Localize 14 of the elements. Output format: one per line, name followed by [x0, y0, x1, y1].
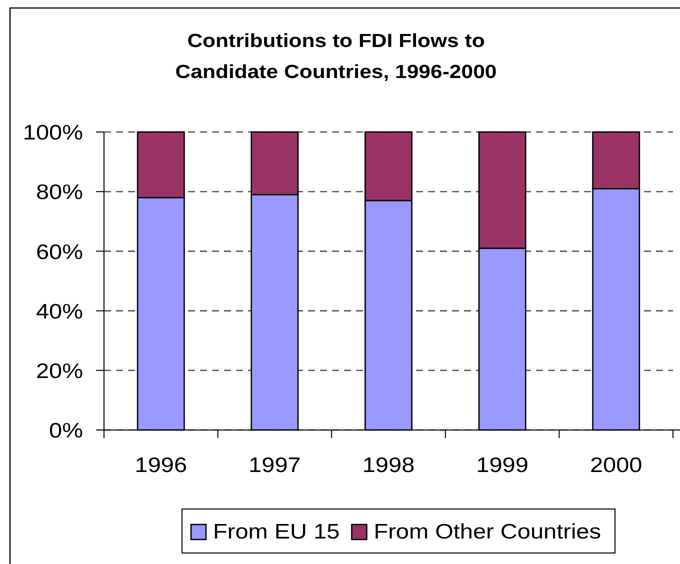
y-tick-label: 0% [49, 418, 84, 442]
legend-label: From EU 15 [213, 520, 340, 544]
chart-title: Contributions to FDI Flows to Candidate Countries, 1996-2000 [175, 30, 497, 83]
x-tick-label: 1998 [362, 453, 415, 477]
y-tick-label: 20% [36, 359, 84, 383]
y-tick-label: 100% [22, 120, 84, 144]
legend-label: From Other Countries [374, 520, 601, 544]
y-tick-label: 80% [36, 180, 84, 204]
x-tick-label: 1999 [476, 453, 528, 477]
x-tick-label: 1996 [134, 453, 188, 477]
y-tick-label: 40% [36, 300, 84, 324]
x-tick-label: 2000 [590, 453, 642, 477]
y-tick-label: 60% [36, 240, 84, 264]
x-tick-label: 1997 [248, 453, 301, 477]
